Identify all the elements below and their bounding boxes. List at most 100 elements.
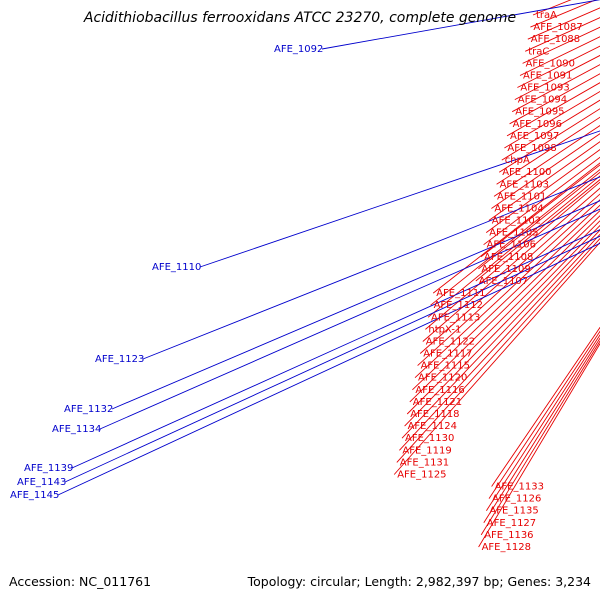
- gene-label-right: chpA: [505, 155, 530, 166]
- right-label-connector: [488, 141, 600, 221]
- right-label-connector: [493, 125, 600, 197]
- gene-label-right: traA: [536, 10, 557, 21]
- right-label-connector: [427, 175, 600, 318]
- gene-label-right: AFE_1111: [436, 288, 485, 299]
- right-label-connector: [409, 215, 600, 403]
- right-label-connector: [419, 193, 600, 354]
- right-label-connector: [496, 116, 600, 185]
- gene-label-left: AFE_1132: [64, 404, 113, 415]
- right-label-connector: [430, 168, 600, 306]
- gene-label-right: AFE_1135: [489, 506, 538, 517]
- gene-label-right: AFE_1103: [500, 179, 549, 190]
- gene-label-left: AFE_1110: [152, 262, 201, 273]
- gene-label-right: AFE_1100: [502, 167, 551, 178]
- right-label-connector: [404, 224, 600, 427]
- right-label-connector: [491, 133, 600, 209]
- gene-label-right: AFE_1088: [531, 34, 580, 45]
- gene-label-left: AFE_1139: [24, 463, 73, 474]
- gene-label-right: AFE_1091: [523, 71, 572, 82]
- gene-label-right: AFE_1102: [492, 216, 541, 227]
- gene-label-right: AFE_1106: [487, 240, 536, 251]
- gene-label-right: AFE_1087: [533, 22, 582, 33]
- label-connectors: [57, 0, 600, 548]
- gene-label-right: AFE_1131: [400, 457, 449, 468]
- gene-label-left: AFE_1134: [52, 424, 101, 435]
- gene-label-right: AFE_1090: [526, 58, 575, 69]
- gene-label-right: AFE_1097: [510, 131, 559, 142]
- gene-label-right: traC: [528, 46, 549, 57]
- gene-label-right: AFE_1130: [405, 433, 454, 444]
- gene-label-right: AFE_1113: [431, 312, 480, 323]
- right-label-connector: [478, 171, 600, 270]
- gene-label-right: AFE_1133: [495, 482, 544, 493]
- right-label-connector: [396, 237, 600, 463]
- right-label-connector: [393, 241, 600, 475]
- right-label-connector: [422, 187, 600, 342]
- gene-label-right: AFE_1105: [489, 228, 538, 239]
- gene-label-right: AFE_1095: [515, 107, 564, 118]
- gene-label-left: AFE_1145: [10, 490, 59, 501]
- accession-text: Accession: NC_011761: [9, 574, 151, 589]
- gene-label-left: AFE_1143: [17, 477, 66, 488]
- gene-label-right: AFE_1115: [421, 361, 470, 372]
- summary-text: Topology: circular; Length: 2,982,397 bp…: [247, 574, 591, 589]
- right-label-connector: [483, 337, 600, 524]
- gene-label-right: AFE_1108: [484, 252, 533, 263]
- right-label-connector: [414, 204, 600, 379]
- right-label-connector: [432, 162, 600, 294]
- gene-label-right: AFE_1093: [520, 83, 569, 94]
- right-label-connector: [485, 149, 600, 233]
- right-label-connector: [483, 156, 600, 246]
- gene-label-right: AFE_1109: [481, 264, 530, 275]
- gene-label-right: AFE_1104: [494, 204, 543, 215]
- gene-label-right: AFE_1119: [402, 445, 451, 456]
- left-label-connector: [99, 208, 600, 430]
- gene-label-right: AFE_1101: [497, 191, 546, 202]
- right-label-connector: [488, 330, 600, 499]
- gene-label-right: AFE_1128: [482, 542, 531, 553]
- left-label-connector: [57, 242, 600, 496]
- gene-label-right: AFE_1116: [415, 385, 464, 396]
- gene-label-right: AFE_1136: [484, 530, 533, 541]
- right-label-connector: [478, 342, 600, 548]
- gene-label-left: AFE_1123: [95, 354, 144, 365]
- gene-label-right: AFE_1124: [408, 421, 457, 432]
- gene-label-right: AFE_1117: [423, 349, 472, 360]
- gene-label-right: AFE_1120: [418, 373, 467, 384]
- right-label-connector: [480, 340, 600, 536]
- gene-label-right: AFE_1096: [513, 119, 562, 130]
- gene-label-right: AFE_1112: [434, 300, 483, 311]
- gene-label-right: AFE_1094: [518, 95, 567, 106]
- right-label-connector: [480, 164, 600, 258]
- left-label-connector: [111, 200, 600, 410]
- gene-label-right: AFE_1118: [410, 409, 459, 420]
- gene-label-right: AFE_1125: [397, 470, 446, 481]
- left-label-connector: [321, 0, 600, 50]
- right-label-connector: [425, 181, 600, 330]
- left-label-connector: [71, 229, 600, 469]
- gene-label-right: AFE_1107: [479, 276, 528, 287]
- right-label-connector: [498, 108, 600, 173]
- left-label-connector: [199, 130, 600, 268]
- right-label-connector: [412, 210, 600, 391]
- gene-label-right: AFE_1098: [507, 143, 556, 154]
- right-label-connector: [475, 179, 600, 282]
- gene-label-left: AFE_1092: [274, 44, 323, 55]
- left-label-connector: [64, 235, 600, 483]
- left-label-connector: [142, 176, 600, 360]
- right-label-connector: [417, 199, 600, 366]
- gene-label-right: AFE_1126: [492, 494, 541, 505]
- right-label-connector: [486, 334, 600, 511]
- gene-label-right: AFE_1127: [487, 518, 536, 529]
- right-label-connector: [401, 229, 600, 439]
- right-label-connector: [406, 220, 600, 415]
- gene-label-right: AFE_1122: [426, 337, 475, 348]
- map-title: Acidithiobacillus ferrooxidans ATCC 2327…: [83, 10, 516, 26]
- gene-label-right: AFE_1121: [413, 397, 462, 408]
- right-label-connector: [491, 326, 600, 487]
- gene-label-right: htpX-1: [428, 324, 461, 335]
- right-label-connector: [399, 233, 600, 451]
